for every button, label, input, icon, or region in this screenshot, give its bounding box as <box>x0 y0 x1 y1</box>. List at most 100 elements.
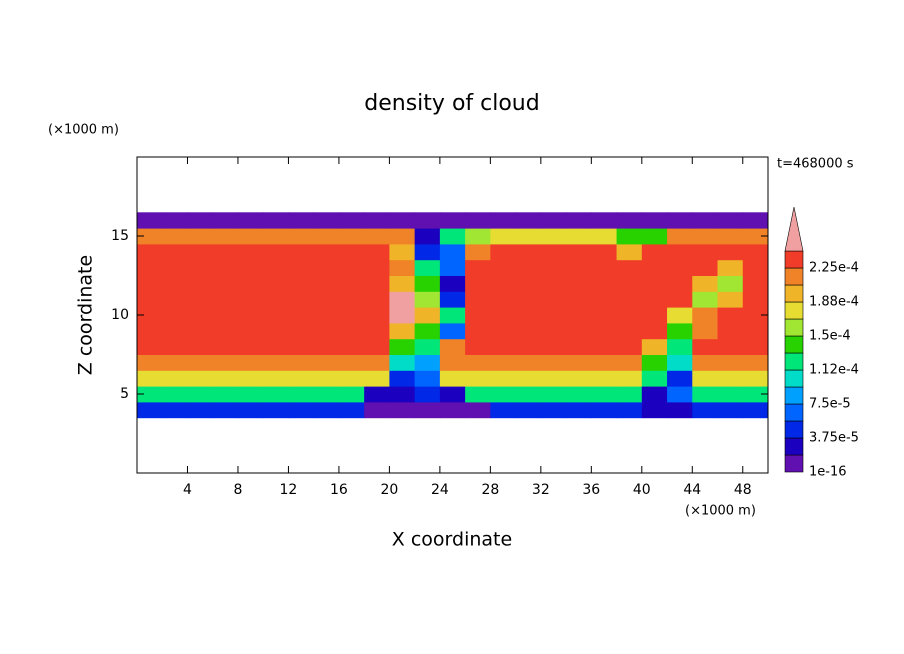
contour-cell <box>212 228 239 245</box>
contour-cell <box>667 243 693 261</box>
contour-cell <box>641 243 668 261</box>
contour-cell <box>364 228 390 245</box>
contour-cell <box>137 228 163 245</box>
contour-cell <box>389 370 416 387</box>
contour-cell <box>162 259 188 276</box>
contour-cell <box>338 322 365 340</box>
contour-cell <box>667 291 693 308</box>
contour-cell <box>137 338 163 355</box>
contour-cell <box>465 338 491 355</box>
contour-cell <box>237 212 264 229</box>
contour-cell <box>364 338 390 355</box>
colorbar-band <box>784 369 804 388</box>
contour-cell <box>540 401 567 419</box>
contour-cell <box>212 370 239 387</box>
contour-cell <box>641 259 668 276</box>
contour-cell <box>465 291 491 308</box>
contour-cell <box>187 291 214 308</box>
contour-cell <box>641 322 668 340</box>
contour-cell <box>288 275 315 292</box>
contour-cell <box>490 370 517 387</box>
contour-cell <box>263 401 289 419</box>
contour-cell <box>288 228 315 245</box>
contour-cell <box>414 322 441 340</box>
contour-cell <box>338 291 365 308</box>
contour-cell <box>338 307 365 324</box>
contour-cell <box>414 275 441 292</box>
contour-cell <box>540 322 567 340</box>
contour-cell <box>288 386 315 403</box>
colorbar-band <box>784 250 804 269</box>
contour-cell <box>490 259 517 276</box>
contour-cell <box>566 307 592 324</box>
contour-cell <box>692 401 719 419</box>
contour-cell <box>515 259 542 276</box>
contour-cell <box>591 275 618 292</box>
contour-cell <box>465 275 491 292</box>
contour-cell <box>641 338 668 355</box>
contour-cell <box>137 354 163 371</box>
contour-cell <box>263 259 289 276</box>
contour-cell <box>137 370 163 387</box>
colorbar-band <box>784 454 804 473</box>
contour-cell <box>288 291 315 308</box>
contour-cell <box>137 243 163 261</box>
contour-cell <box>187 259 214 276</box>
contour-cell <box>439 401 466 419</box>
contour-cell <box>667 401 693 419</box>
contour-cell <box>389 338 416 355</box>
contour-cell <box>414 243 441 261</box>
contour-cell <box>364 322 390 340</box>
contour-cell <box>162 386 188 403</box>
contour-cell <box>490 322 517 340</box>
contour-cell <box>338 370 365 387</box>
contour-cell <box>364 401 390 419</box>
contour-cell <box>212 386 239 403</box>
contour-cell <box>288 243 315 261</box>
colorbar-band <box>784 267 804 286</box>
contour-cell <box>263 338 289 355</box>
contour-cell <box>667 275 693 292</box>
contour-cell <box>616 259 643 276</box>
contour-cell <box>389 354 416 371</box>
contour-cell <box>212 401 239 419</box>
y-tick-label: 15 <box>111 228 129 244</box>
contour-cell <box>641 275 668 292</box>
contour-cell <box>288 212 315 229</box>
contour-cell <box>364 307 390 324</box>
contour-cell <box>667 212 693 229</box>
contour-cell <box>137 212 163 229</box>
contour-cell <box>439 243 466 261</box>
x-tick-label: 32 <box>532 482 550 498</box>
x-tick-label: 4 <box>183 482 192 498</box>
contour-cell <box>616 338 643 355</box>
contour-cell <box>616 228 643 245</box>
contour-cell <box>187 401 214 419</box>
contour-cell <box>162 354 188 371</box>
contour-cell <box>263 370 289 387</box>
contour-cell <box>667 307 693 324</box>
contour-cell <box>515 354 542 371</box>
contour-cell <box>515 338 542 355</box>
contour-cell <box>212 354 239 371</box>
contour-cell <box>187 354 214 371</box>
contour-cell <box>263 228 289 245</box>
contour-cell <box>237 370 264 387</box>
contour-cell <box>540 354 567 371</box>
contour-cell <box>692 338 719 355</box>
contour-cell <box>338 212 365 229</box>
contour-cell <box>313 386 340 403</box>
contour-cell <box>212 307 239 324</box>
contour-cell <box>692 354 719 371</box>
contour-cell <box>717 212 744 229</box>
contour-cell <box>616 401 643 419</box>
contour-cell <box>490 307 517 324</box>
contour-cell <box>490 338 517 355</box>
contour-cell <box>717 401 744 419</box>
contour-cell <box>641 212 668 229</box>
contour-cell <box>439 228 466 245</box>
y-axis-label: Z coordinate <box>75 255 97 375</box>
contour-cell <box>288 307 315 324</box>
contour-cell <box>414 386 441 403</box>
contour-cell <box>439 386 466 403</box>
